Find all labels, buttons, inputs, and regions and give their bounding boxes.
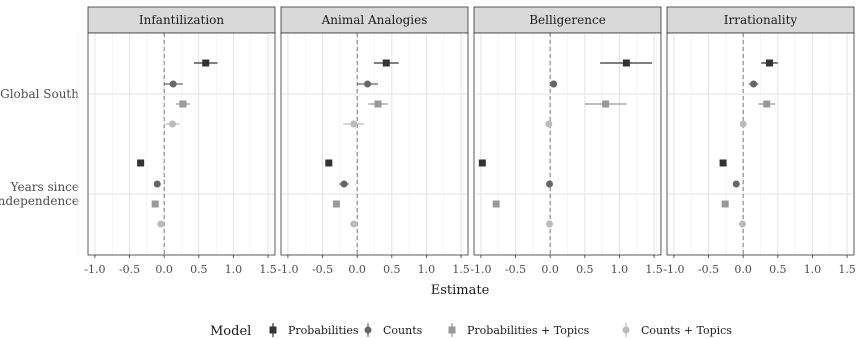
legend-key-marker — [269, 326, 277, 334]
x-tick-label: 1.0 — [611, 263, 629, 276]
y-category-label: Global South — [0, 87, 79, 101]
legend-label: Probabilities — [288, 324, 359, 337]
facet-title: Belligerence — [529, 13, 606, 27]
x-tick-label: 0.0 — [155, 263, 173, 276]
point-estimate — [622, 59, 630, 67]
x-tick-label: 0.5 — [769, 263, 787, 276]
x-tick-label: -0.5 — [119, 263, 140, 276]
point-estimate — [766, 59, 774, 67]
legend-key-marker — [622, 326, 630, 334]
point-estimate — [545, 120, 553, 128]
point-estimate — [151, 200, 159, 208]
point-estimate — [202, 59, 210, 67]
panel-border — [473, 32, 662, 256]
panel-border — [280, 32, 469, 256]
x-tick-label: 1.5 — [452, 263, 470, 276]
x-tick-label: 1.5 — [645, 263, 663, 276]
facet-title: Infantilization — [139, 13, 224, 27]
point-estimate — [719, 159, 727, 167]
point-estimate — [382, 59, 390, 67]
legend-title: Model — [210, 324, 251, 339]
x-tick-label: -0.5 — [312, 263, 333, 276]
y-category-label: Years since — [10, 180, 79, 194]
point-estimate — [169, 80, 177, 88]
legend-label: Counts — [383, 324, 423, 337]
x-tick-label: 1.5 — [259, 263, 277, 276]
point-estimate — [545, 180, 553, 188]
point-estimate — [492, 200, 500, 208]
point-estimate — [179, 100, 187, 108]
x-tick-label: -1.0 — [663, 263, 684, 276]
x-tick-label: 0.0 — [734, 263, 752, 276]
facet-strip — [87, 6, 276, 34]
facet-title: Animal Analogies — [321, 13, 428, 27]
point-estimate — [340, 180, 348, 188]
x-tick-label: -0.5 — [505, 263, 526, 276]
legend-key-marker — [448, 326, 456, 334]
point-estimate — [374, 100, 382, 108]
x-tick-label: -1.0 — [277, 263, 298, 276]
point-estimate — [364, 80, 372, 88]
x-tick-label: 0.0 — [541, 263, 559, 276]
point-estimate — [153, 180, 161, 188]
panel-border — [87, 32, 276, 256]
legend-key-marker — [364, 326, 372, 334]
point-estimate — [602, 100, 610, 108]
point-estimate — [550, 80, 558, 88]
x-tick-label: 0.0 — [348, 263, 366, 276]
x-tick-label: 1.5 — [838, 263, 856, 276]
point-estimate — [750, 80, 758, 88]
point-estimate — [732, 180, 740, 188]
facet-strip — [666, 6, 855, 34]
x-tick-label: 1.0 — [418, 263, 436, 276]
legend-label: Counts + Topics — [641, 324, 732, 337]
x-tick-label: -1.0 — [84, 263, 105, 276]
x-tick-label: 1.0 — [225, 263, 243, 276]
x-tick-label: 0.5 — [576, 263, 594, 276]
point-estimate — [332, 200, 340, 208]
x-tick-label: -1.0 — [470, 263, 491, 276]
x-tick-label: 0.5 — [383, 263, 401, 276]
facet-strip — [473, 6, 662, 34]
panel-border — [666, 32, 855, 256]
point-estimate — [739, 120, 747, 128]
point-estimate — [763, 100, 771, 108]
point-estimate — [168, 120, 176, 128]
point-estimate — [350, 220, 358, 228]
point-estimate — [738, 220, 746, 228]
legend-label: Probabilities + Topics — [467, 324, 590, 337]
x-tick-label: 1.0 — [804, 263, 822, 276]
x-axis-title: Estimate — [431, 283, 490, 298]
point-estimate — [545, 220, 553, 228]
x-tick-label: -0.5 — [698, 263, 719, 276]
facet-strip — [280, 6, 469, 34]
point-estimate — [325, 159, 333, 167]
point-estimate — [478, 159, 486, 167]
y-category-label: independence — [0, 194, 79, 208]
point-estimate — [157, 220, 165, 228]
point-estimate — [137, 159, 145, 167]
point-estimate — [721, 200, 729, 208]
facet-title: Irrationality — [724, 13, 798, 27]
point-estimate — [350, 120, 358, 128]
x-tick-label: 0.5 — [190, 263, 208, 276]
